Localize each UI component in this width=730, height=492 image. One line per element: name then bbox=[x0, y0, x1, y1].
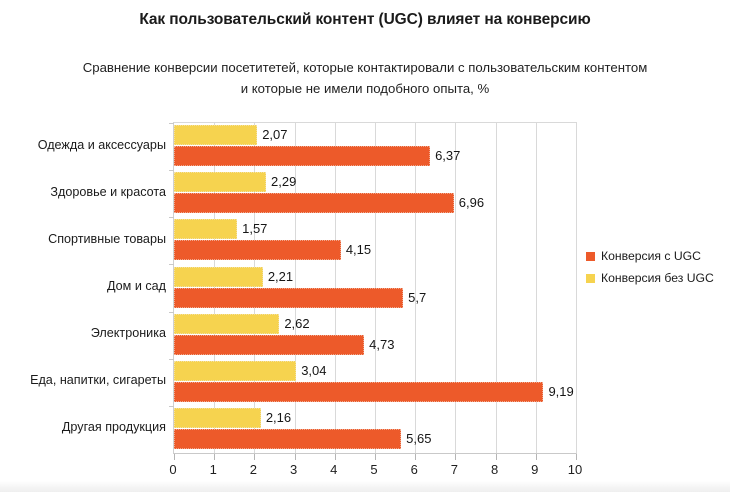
bar-without-ugc bbox=[174, 407, 261, 428]
y-axis-tick bbox=[169, 264, 174, 266]
bar-value-with-ugc: 5,7 bbox=[408, 289, 427, 305]
bar-value-without-ugc: 2,07 bbox=[262, 127, 288, 143]
bar-with-ugc bbox=[174, 428, 402, 449]
category-label: Другая продукция bbox=[61, 420, 166, 435]
y-axis-tick bbox=[169, 217, 174, 219]
x-axis-tick bbox=[455, 454, 457, 460]
gridline bbox=[535, 123, 537, 453]
category-label: Электроника bbox=[90, 326, 166, 341]
x-axis-tick-label: 4 bbox=[330, 462, 338, 477]
legend-label: Конверсия без UGC bbox=[601, 271, 714, 285]
bar-value-without-ugc: 2,21 bbox=[267, 268, 294, 284]
category-label: Одежда и аксессуары bbox=[37, 137, 166, 152]
bar-with-ugc bbox=[174, 193, 454, 214]
x-axis-tick bbox=[174, 454, 175, 460]
category-label: Спортивные товары bbox=[48, 231, 166, 246]
bar-without-ugc bbox=[174, 360, 297, 381]
x-axis-tick bbox=[294, 454, 296, 460]
gridline bbox=[415, 123, 417, 453]
bar-without-ugc bbox=[174, 313, 280, 334]
x-axis-tick bbox=[535, 454, 537, 460]
bar-value-with-ugc: 6,96 bbox=[458, 195, 485, 211]
x-axis-tick-label: 8 bbox=[490, 462, 499, 477]
x-axis-tick bbox=[415, 454, 417, 460]
x-axis-tick-label: 5 bbox=[370, 462, 378, 477]
bar-with-ugc bbox=[174, 287, 404, 308]
bar-without-ugc bbox=[174, 266, 263, 287]
chart-subtitle-line-1: Сравнение конверсии посетитетей, которые… bbox=[82, 60, 648, 75]
gridline bbox=[455, 123, 457, 453]
x-axis-tick bbox=[334, 454, 336, 460]
bar-value-without-ugc: 1,57 bbox=[242, 221, 268, 237]
y-axis-tick bbox=[169, 170, 174, 172]
chart-subtitle: Сравнение конверсии посетитетей, которые… bbox=[20, 57, 710, 99]
chart-legend: Конверсия с UGC Конверсия без UGC bbox=[586, 246, 726, 290]
legend-swatch-icon bbox=[586, 273, 595, 283]
x-axis-tick bbox=[375, 454, 376, 460]
bottom-edge-strip bbox=[0, 481, 730, 492]
category-label: Еда, напитки, сигареты bbox=[30, 373, 166, 388]
gridline bbox=[495, 123, 497, 453]
y-axis-tick bbox=[169, 358, 174, 360]
bar-without-ugc bbox=[174, 172, 267, 193]
x-axis-tick bbox=[254, 454, 256, 460]
category-label: Дом и сад bbox=[106, 279, 166, 293]
bar-value-without-ugc: 2,16 bbox=[265, 409, 292, 425]
legend-item[interactable]: Конверсия без UGC bbox=[586, 268, 726, 288]
x-axis-tick-label: 10 bbox=[567, 462, 583, 477]
legend-item[interactable]: Конверсия с UGC bbox=[586, 246, 726, 266]
bar-with-ugc bbox=[174, 381, 544, 402]
bar-value-without-ugc: 2,62 bbox=[284, 315, 310, 331]
bar-value-without-ugc: 2,29 bbox=[271, 174, 297, 190]
x-axis-tick-label: 9 bbox=[531, 462, 539, 477]
bar-without-ugc bbox=[174, 125, 258, 146]
chart-title: Как пользовательский контент (UGC) влияе… bbox=[139, 11, 591, 28]
bar-value-with-ugc: 4,15 bbox=[345, 242, 372, 258]
x-axis-tick bbox=[495, 454, 497, 460]
x-axis-tick-label: 3 bbox=[289, 462, 298, 477]
x-axis-tick-label: 1 bbox=[209, 462, 217, 477]
bar-with-ugc bbox=[174, 146, 431, 167]
y-axis-tick bbox=[169, 405, 174, 407]
bar-value-without-ugc: 3,04 bbox=[301, 362, 327, 378]
bar-without-ugc bbox=[174, 219, 238, 240]
bar-value-with-ugc: 4,73 bbox=[369, 336, 395, 352]
y-axis-tick bbox=[169, 123, 174, 124]
bar-value-with-ugc: 6,37 bbox=[435, 148, 461, 164]
x-axis-tick-label: 7 bbox=[450, 462, 458, 477]
category-label: Здоровье и красота bbox=[50, 184, 166, 199]
x-axis-tick-label: 0 bbox=[169, 462, 177, 477]
chart-subtitle-line-2: и которые не имели подобного опыта, % bbox=[240, 81, 490, 96]
x-axis-tick bbox=[214, 454, 216, 460]
legend-label: Конверсия с UGC bbox=[601, 249, 701, 263]
y-axis-tick bbox=[169, 311, 174, 313]
gridline bbox=[576, 123, 577, 453]
x-axis-tick-label: 2 bbox=[249, 462, 257, 477]
x-axis-tick bbox=[576, 454, 577, 460]
x-axis-tick-label: 6 bbox=[410, 462, 418, 477]
bar-with-ugc bbox=[174, 334, 365, 355]
bar-value-with-ugc: 9,19 bbox=[548, 383, 574, 399]
bar-with-ugc bbox=[174, 240, 341, 261]
bar-value-with-ugc: 5,65 bbox=[406, 430, 432, 446]
legend-swatch-icon bbox=[586, 251, 595, 261]
